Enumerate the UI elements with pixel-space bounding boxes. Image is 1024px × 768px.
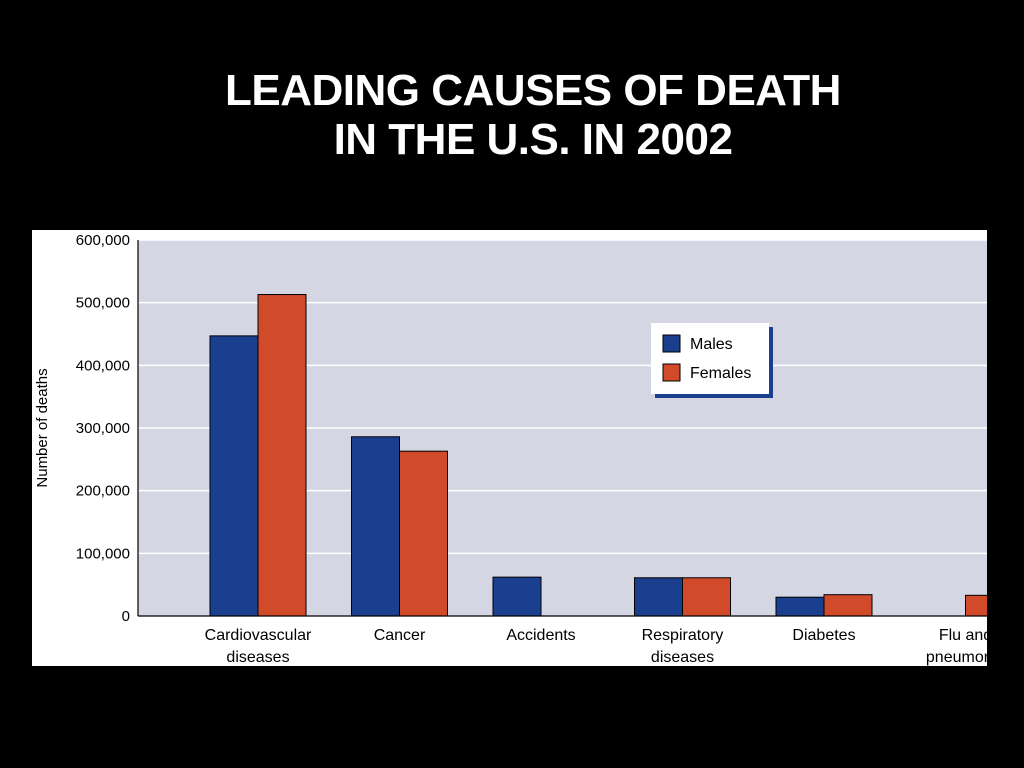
y-tick-label: 0 — [122, 608, 130, 625]
x-tick-label: Cancer — [374, 627, 426, 644]
chart-title-line-2: IN THE U.S. IN 2002 — [333, 115, 733, 164]
x-tick-label: Accidents — [506, 627, 575, 644]
bar-males-1 — [351, 436, 400, 617]
x-tick-label: Cardiovascular — [205, 627, 312, 644]
x-tick-labels: Cardiovascular diseases Cancer Accidents Res… — [205, 627, 1006, 666]
chart-panel: 0 100,000 200,000 300,000 400,000 500,000 600,… — [32, 230, 1014, 666]
x-tick-label: Respiratory — [642, 627, 724, 644]
x-tick-label: Diabetes — [792, 627, 855, 644]
bar-males-0 — [209, 335, 259, 617]
bar-males-4 — [775, 596, 825, 617]
bar-females-0 — [257, 294, 307, 617]
x-tick-label: Flu and — [939, 627, 987, 644]
chart-title: LEADING CAUSES OF DEATH IN THE U.S. IN 2… — [0, 66, 1024, 164]
legend-label-females: Females — [690, 365, 751, 382]
legend-swatch-females — [662, 363, 681, 382]
chart-title-line-1: LEADING CAUSES OF DEATH — [225, 66, 841, 115]
y-tick-label: 500,000 — [76, 295, 130, 312]
y-tick-label: 300,000 — [76, 420, 130, 437]
bar-females-5 — [965, 594, 1014, 617]
y-tick-label: 200,000 — [76, 483, 130, 500]
bar-chart: 0 100,000 200,000 300,000 400,000 500,000 600,… — [34, 232, 1014, 666]
legend-box — [651, 323, 769, 394]
legend: Males Females — [651, 323, 773, 398]
y-tick-label: 100,000 — [76, 545, 130, 562]
y-tick-labels: 0 100,000 200,000 300,000 400,000 500,000 600,… — [76, 232, 130, 625]
bar-males-3 — [634, 577, 683, 617]
y-tick-label: 400,000 — [76, 357, 130, 374]
bar-females-3 — [682, 577, 731, 617]
x-tick-label: diseases — [651, 649, 714, 666]
x-tick-label: diseases — [226, 649, 289, 666]
y-axis-label: Number of deaths — [34, 368, 51, 487]
y-tick-label: 600,000 — [76, 232, 130, 249]
bar-females-4 — [823, 594, 873, 617]
x-tick-label: pneumonia — [926, 649, 987, 666]
bar-males-2 — [492, 576, 542, 617]
legend-label-males: Males — [690, 336, 733, 353]
legend-swatch-males — [662, 334, 681, 353]
bar-females-1 — [399, 450, 448, 617]
